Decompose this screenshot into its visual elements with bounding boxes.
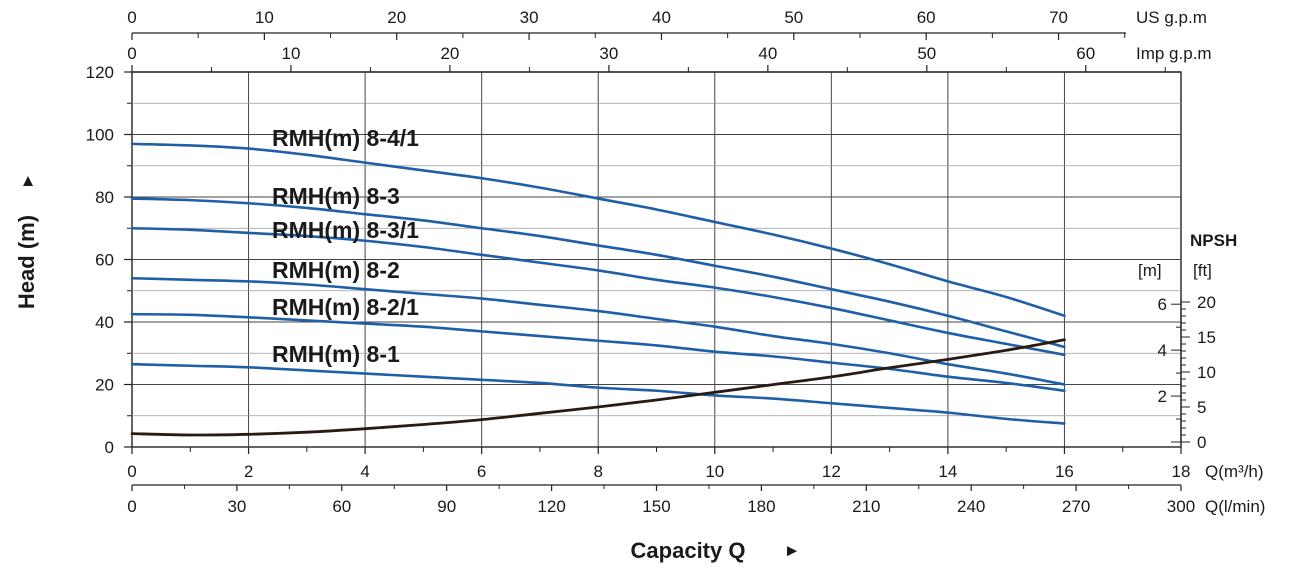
npsh-m-tick-label: 6 (1158, 295, 1167, 314)
us-gpm-tick-label: 60 (917, 8, 936, 27)
series-label-5: RMH(m) 8-2/1 (272, 294, 419, 320)
us-gpm-tick-label: 20 (387, 8, 406, 27)
us-gpm-tick-label: 50 (784, 8, 803, 27)
npsh-ft-tick-label: 20 (1197, 293, 1216, 312)
npsh-m-tick-label: 2 (1158, 387, 1167, 406)
y-axis-arrow: ▲ (20, 171, 37, 190)
labels-layer: RMH(m) 8-4/1 RMH(m) 8-3 RMH(m) 8-3/1 RMH(m)… (272, 125, 419, 367)
l-min-tick-label: 180 (747, 497, 775, 516)
y-tick-label: 0 (105, 438, 114, 457)
x-tick-label: 16 (1055, 462, 1074, 481)
l-min-unit: Q(l/min) (1205, 497, 1265, 516)
npsh-unit-ft: [ft] (1193, 261, 1212, 280)
l-min-tick-label: 60 (332, 497, 351, 516)
us-gpm-tick-label: 10 (255, 8, 274, 27)
us-gpm-tick-label: 40 (652, 8, 671, 27)
npsh-curve (130, 338, 1066, 437)
l-min-tick-label: 30 (227, 497, 246, 516)
y-tick-label: 20 (95, 376, 114, 395)
l-min-tick-label: 90 (437, 497, 456, 516)
l-min-tick-label: 300 (1167, 497, 1195, 516)
us-gpm-tick-label: 0 (127, 8, 136, 27)
npsh-m-tick-label: 4 (1158, 341, 1167, 360)
series-label-1: RMH(m) 8-4/1 (272, 125, 419, 151)
head-curve-1 (130, 142, 1066, 318)
npsh-ft-tick-label: 0 (1197, 433, 1206, 452)
head-curve-6 (130, 362, 1066, 425)
npsh-ft-tick-label: 10 (1197, 363, 1216, 382)
head-curve-2 (130, 197, 1066, 349)
x-tick-label: 14 (938, 462, 957, 481)
l-min-tick-label: 120 (537, 497, 565, 516)
imp-gpm-tick-label: 60 (1076, 44, 1095, 63)
us-gpm-tick-label: 70 (1049, 8, 1068, 27)
head-curve-5 (130, 312, 1066, 393)
x-unit-label: Q(m³/h) (1205, 462, 1264, 481)
y-tick-label: 60 (95, 251, 114, 270)
x-tick-label: 4 (360, 462, 369, 481)
imp-gpm-tick-label: 0 (127, 44, 136, 63)
x-tick-label: 2 (244, 462, 253, 481)
us-gpm-tick-label: 30 (520, 8, 539, 27)
us-gpm-unit: US g.p.m (1136, 8, 1207, 27)
axes (124, 32, 1190, 491)
x-axis-arrow: ► (784, 541, 801, 560)
series-layer (130, 142, 1066, 437)
grid (131, 71, 1182, 448)
x-tick-label: 0 (127, 462, 136, 481)
x-tick-label: 8 (593, 462, 602, 481)
y-tick-label: 40 (95, 313, 114, 332)
l-min-tick-label: 0 (127, 497, 136, 516)
npsh-ft-tick-label: 5 (1197, 398, 1206, 417)
imp-gpm-tick-label: 40 (758, 44, 777, 63)
l-min-tick-label: 240 (957, 497, 985, 516)
head-curve-3 (130, 226, 1066, 357)
x-tick-label: 6 (477, 462, 486, 481)
series-label-3: RMH(m) 8-3/1 (272, 217, 419, 243)
imp-gpm-unit: Imp g.p.m (1136, 44, 1212, 63)
x-tick-label: 10 (705, 462, 724, 481)
imp-gpm-tick-label: 30 (599, 44, 618, 63)
x-tick-label: 12 (822, 462, 841, 481)
x-axis-title: Capacity Q (631, 538, 746, 563)
l-min-tick-label: 210 (852, 497, 880, 516)
imp-gpm-tick-label: 50 (917, 44, 936, 63)
npsh-title: NPSH (1190, 231, 1237, 250)
series-label-6: RMH(m) 8-1 (272, 341, 400, 367)
x-tick-label: 18 (1172, 462, 1191, 481)
l-min-tick-label: 150 (642, 497, 670, 516)
imp-gpm-tick-label: 20 (440, 44, 459, 63)
l-min-tick-label: 270 (1062, 497, 1090, 516)
y-axis-title: Head (m) (14, 215, 39, 309)
series-label-2: RMH(m) 8-3 (272, 183, 400, 209)
y-tick-label: 100 (86, 126, 114, 145)
head-curve-4 (130, 276, 1066, 386)
imp-gpm-tick-label: 10 (282, 44, 301, 63)
npsh-ft-tick-label: 15 (1197, 328, 1216, 347)
npsh-unit-m: [m] (1138, 261, 1162, 280)
series-label-4: RMH(m) 8-2 (272, 257, 400, 283)
y-tick-label: 80 (95, 188, 114, 207)
y-tick-label: 120 (86, 63, 114, 82)
